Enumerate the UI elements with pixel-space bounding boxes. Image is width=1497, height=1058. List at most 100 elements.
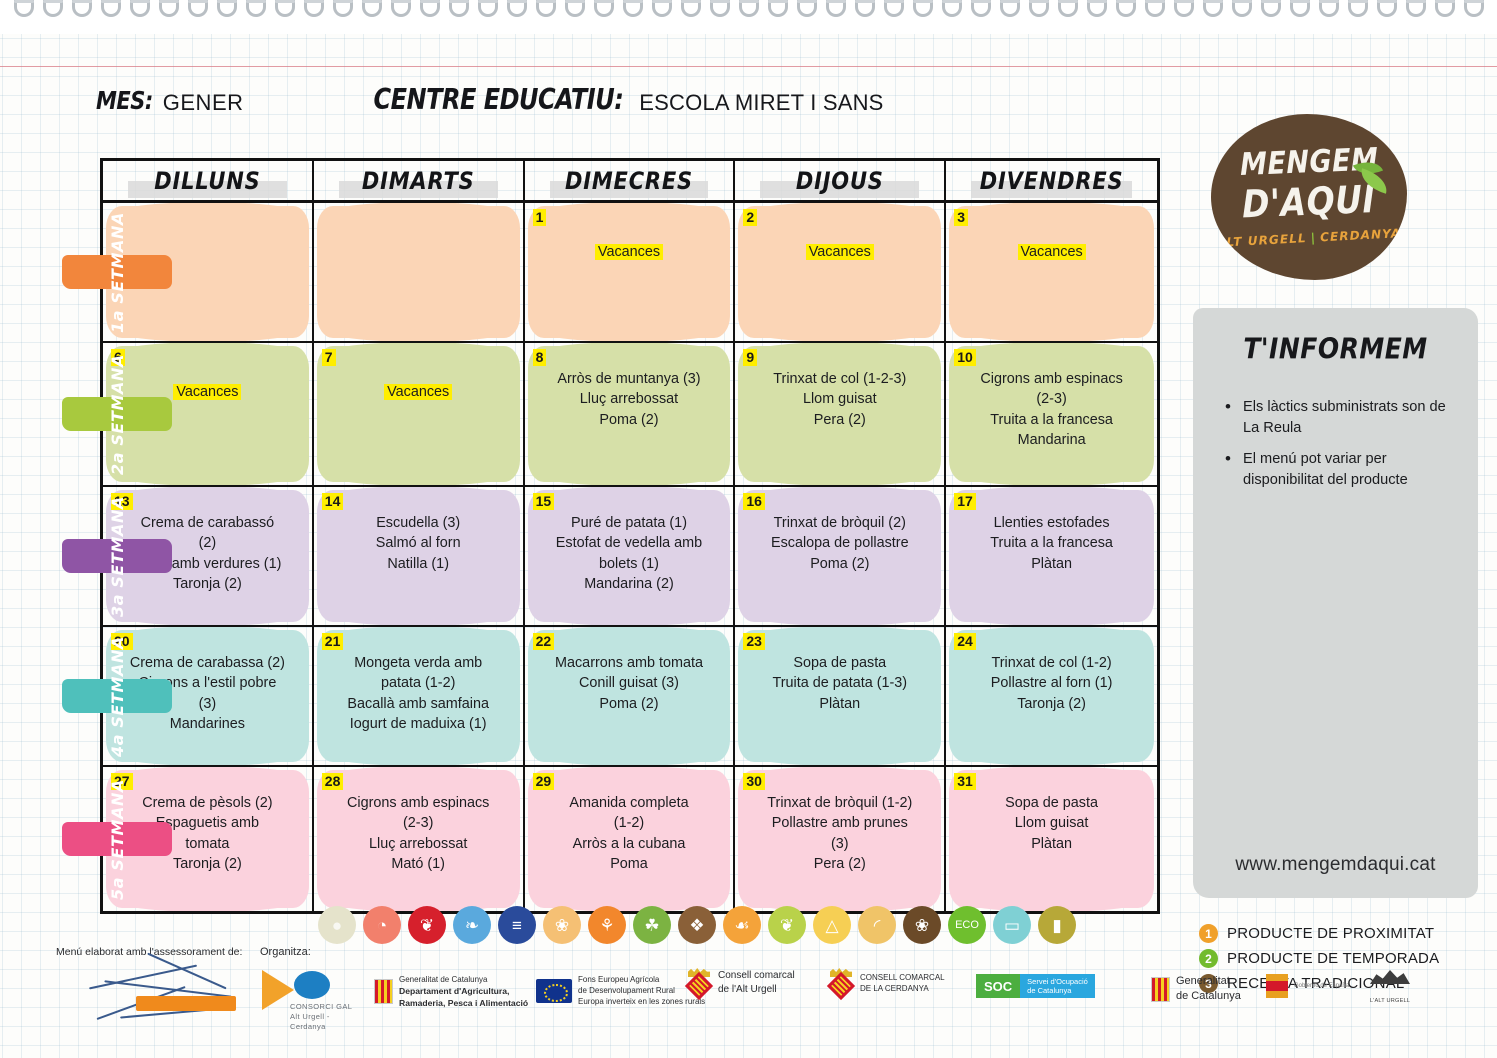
dish-item: Crema de pèsols (2): [142, 795, 273, 811]
fish-icon: ❧: [453, 906, 491, 944]
spiral-ring: [1000, 0, 1020, 17]
gen-line-2: de Catalunya: [1176, 990, 1241, 1003]
day-cell[interactable]: 30 Trinxat de bròquil (1-2) Pollastre amb …: [735, 767, 947, 911]
week-tab-4[interactable]: 4a SETMANA: [62, 636, 172, 756]
day-cell[interactable]: 22 Macarrons amb tomata Conill guisat (3) P…: [525, 627, 736, 765]
margin-rule-line: [0, 66, 1497, 67]
dish-list: Sopa de pasta Truita de patata (1-3) Plàta…: [743, 653, 936, 714]
dish-item: Llom guisat: [802, 391, 877, 408]
day-cell[interactable]: 23 Sopa de pasta Truita de patata (1-3) Plà…: [735, 627, 947, 765]
meat-icon: ❦: [408, 906, 446, 944]
day-cell-background: [738, 767, 942, 911]
dish-item: Truita a la francesa: [990, 535, 1113, 552]
day-number: 30: [743, 773, 765, 790]
day-cell-background: [316, 203, 520, 341]
day-cell[interactable]: 16 Trinxat de bròquil (2) Escalopa de poll…: [735, 487, 947, 625]
info-list: Els làctics subministrats son de La Reul…: [1209, 395, 1462, 492]
dish-item: Mandarina (2): [584, 576, 674, 593]
dish-list: Llenties estofades Truita a la francesa Pl…: [954, 513, 1149, 574]
soc-line-3: de Catalunya: [1027, 986, 1072, 995]
organitza-text: Organitza:: [260, 946, 311, 958]
day-cell[interactable]: 15 Puré de patata (1) Estofat de vedella a…: [525, 487, 736, 625]
spiral-ring: [855, 0, 875, 17]
dish-item: Poma (2): [810, 555, 870, 572]
day-number: 31: [954, 773, 976, 790]
day-cell[interactable]: [314, 203, 525, 341]
spiral-ring: [594, 0, 614, 17]
crest-icon: [684, 968, 714, 1001]
pasta-icon: ≡: [498, 906, 536, 944]
week-tab-2[interactable]: 2a SETMANA: [62, 354, 172, 474]
day-cell[interactable]: 21 Mongeta verda amb patata (1-2) Bacallà a…: [314, 627, 525, 765]
weekday-header-dijous: DIJOUS: [735, 161, 947, 200]
dish-item: Trinxat de bròquil (2): [773, 515, 906, 531]
day-cell-background: [527, 627, 731, 765]
info-list-item: El menú pot variar per disponibilitat de…: [1225, 447, 1462, 491]
dish-item: Sopa de pasta: [793, 655, 887, 671]
day-cell[interactable]: 1 Vacances: [525, 203, 736, 341]
dish-list: Cigrons amb espinacs (2-3) Lluç arrebossat…: [322, 793, 515, 875]
day-cell-background: [738, 487, 942, 625]
legend-label: PRODUCTE DE PROXIMITAT: [1227, 925, 1435, 942]
day-cell-background: [738, 627, 942, 765]
day-cell-background: [949, 343, 1154, 485]
day-cell[interactable]: 20 Crema de carabassa (2) Cigrons a l'esti…: [103, 627, 314, 765]
spiral-ring: [43, 0, 63, 17]
info-panel-title: T'INFORMEM: [1243, 331, 1428, 366]
week-tab-5[interactable]: 5a SETMANA: [62, 779, 172, 899]
day-cell[interactable]: 17 Llenties estofades Truita a la francesa…: [946, 487, 1157, 625]
day-cell[interactable]: 14 Escudella (3) Salmó al forn Natilla (1): [314, 487, 525, 625]
day-cell[interactable]: 3 Vacances: [946, 203, 1157, 341]
vegetables-icon: ❀: [543, 906, 581, 944]
legend-label: PRODUCTE DE TEMPORADA: [1227, 950, 1440, 967]
dish-item: Cigrons a l'estil pobre: [138, 675, 277, 692]
day-number: 6: [111, 349, 125, 366]
day-cell[interactable]: 10 Cigrons amb espinacs (2-3) Truita a la f…: [946, 343, 1157, 485]
day-number: 17: [954, 493, 976, 510]
weekday-header-row: DILLUNS DIMARTS DIMECRES DIJOUS DIVENDRES: [103, 161, 1157, 203]
dish-item: bolets (1): [598, 555, 659, 572]
spiral-ring: [333, 0, 353, 17]
website-url[interactable]: www.mengemdaqui.cat: [1235, 854, 1436, 875]
day-cell[interactable]: 29 Amanida completa (1-2) Arròs a la cubana…: [525, 767, 736, 911]
school-value: ESCOLA MIRET I SANS: [639, 90, 884, 115]
legend-badge-icon: 3: [1199, 974, 1218, 993]
day-number: 8: [532, 349, 547, 366]
apple-icon: ❦: [768, 906, 806, 944]
logo-region-left: ALT URGELL: [1216, 231, 1308, 250]
day-number: 2: [743, 209, 758, 226]
spiral-ring: [1145, 0, 1165, 17]
week-tab-label: 3a SETMANA: [107, 495, 127, 617]
legend-row: 1 PRODUCTE DE PROXIMITAT: [1199, 924, 1485, 943]
signature-scribble: [84, 952, 252, 1024]
day-cell[interactable]: 9 Trinxat de col (1-2-3) Llom guisat Pera (…: [735, 343, 947, 485]
dish-item: Crema de carabassó: [140, 515, 275, 531]
spiral-ring: [1232, 0, 1252, 17]
day-cell[interactable]: 8 Arròs de muntanya (3) Lluç arrebossat Pom…: [525, 343, 736, 485]
spiral-ring: [1116, 0, 1136, 17]
day-cell[interactable]: 2 Vacances: [735, 203, 947, 341]
spiral-ring: [710, 0, 730, 17]
dish-item: Taronja (2): [1017, 695, 1086, 712]
mushroom-icon: ☘: [633, 906, 671, 944]
bread-icon: ◜: [858, 906, 896, 944]
mengem-daqui-logo: MENGEM D'AQUI ALT URGELL | CERDANYA: [1211, 114, 1407, 280]
week-row-2: 2a SETMANA 6 Vacances 7 Vacances 8 Arròs de mu…: [62, 343, 1157, 487]
day-cell[interactable]: 24 Trinxat de col (1-2) Pollastre al forn …: [946, 627, 1157, 765]
week-tab-3[interactable]: 3a SETMANA: [62, 496, 172, 616]
day-cell[interactable]: 31 Sopa de pasta Llom guisat Plàtan: [946, 767, 1157, 911]
holiday-marker: Vacances: [322, 383, 515, 401]
day-cell[interactable]: 28 Cigrons amb espinacs (2-3) Lluç arreboss…: [314, 767, 525, 911]
week-tab-label: 1a SETMANA: [107, 211, 127, 333]
dish-item: Llenties estofades: [993, 515, 1110, 531]
signature-highlight: [136, 996, 236, 1011]
day-cell-background: [527, 767, 731, 911]
dish-item: (1-2): [613, 815, 645, 832]
day-cell[interactable]: 7 Vacances: [314, 343, 525, 485]
soc-line-2: Servei d'Ocupació: [1027, 976, 1088, 986]
week-row-4: 4a SETMANA 20 Crema de carabassa (2) Cigron…: [62, 627, 1157, 767]
week-tab-1[interactable]: 1a SETMANA: [62, 212, 172, 332]
generalitat-agricultura-logo: Generalitat de Catalunya Departament d'A…: [374, 974, 528, 1010]
senyera-flag-icon: [1151, 976, 1170, 1002]
spiral-ring: [1435, 0, 1455, 17]
